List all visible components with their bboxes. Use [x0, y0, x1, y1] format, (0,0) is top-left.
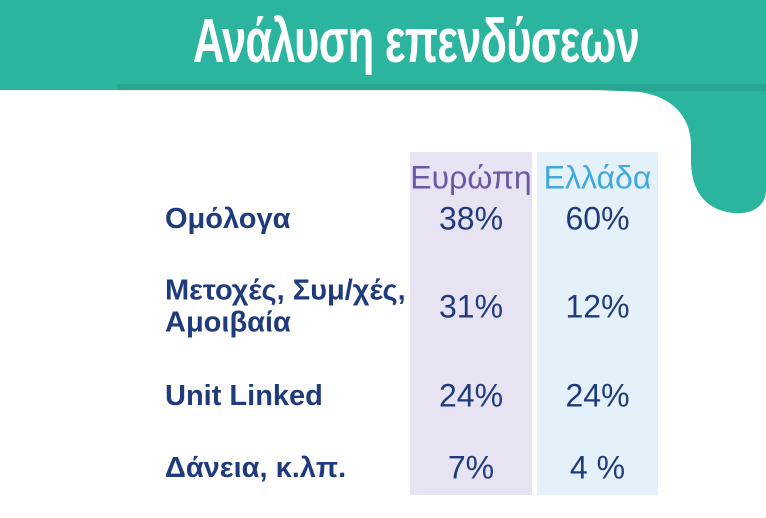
- page-title: Ανάλυση επενδύσεων: [192, 7, 640, 76]
- value-cell-europe: 31%: [438, 288, 504, 325]
- column-header-greece: Ελλάδα: [543, 159, 652, 196]
- column-header-europe: Ευρώπη: [410, 159, 532, 196]
- value-cell-greece: 12%: [565, 288, 630, 325]
- value-cell-greece: 4 %: [569, 449, 626, 486]
- row-label: Μετοχές, Συμ/χές, Αμοιβαία: [165, 274, 406, 339]
- row-label: Ομόλογα: [165, 202, 291, 235]
- value-cell-europe: 38%: [438, 200, 504, 237]
- value-cell-europe: 7%: [447, 449, 495, 486]
- europe-column-background: [410, 152, 532, 495]
- row-label: Δάνεια, κ.λπ.: [165, 451, 347, 484]
- value-cell-greece: 24%: [565, 377, 630, 414]
- row-label: Unit Linked: [165, 379, 323, 412]
- value-cell-europe: 24%: [438, 377, 504, 414]
- greece-column-background: [537, 152, 658, 495]
- value-cell-greece: 60%: [565, 200, 630, 237]
